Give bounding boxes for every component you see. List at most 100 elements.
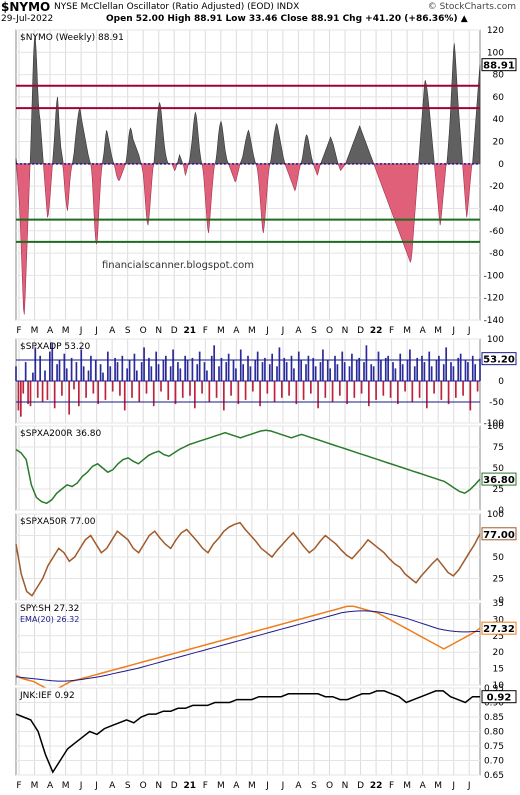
ohlc-label: Open 52.00 High 88.91 Low 33.46 Close 88…: [106, 14, 468, 24]
spxadp-bar: [457, 357, 460, 381]
spxa50r-y-tick-label: 25: [493, 575, 504, 585]
nymo-y-tick-label: 100: [487, 48, 504, 58]
spy-sh-y-tick-label: 35: [493, 599, 504, 609]
spxadp-bar: [273, 381, 276, 402]
spxadp-bar: [474, 364, 477, 381]
spxadp-bar: [380, 360, 382, 381]
spxadp-bar: [375, 381, 377, 400]
spxa200r-y-tick-label: 75: [493, 443, 504, 453]
spxadp-bar: [295, 381, 298, 405]
spxadp-bar: [293, 368, 295, 381]
x-axis-month-label: D: [171, 326, 178, 336]
x-axis-month-label: N: [342, 326, 349, 336]
x-axis-month-label: J: [265, 326, 269, 336]
spxadp-bar: [189, 381, 191, 396]
x-axis-month-label: A: [47, 326, 54, 336]
spxadp-bar: [256, 351, 259, 381]
spxadp-bar: [450, 362, 452, 381]
spxadp-bar: [411, 381, 414, 402]
spxadp-bar: [220, 357, 223, 381]
spxadp-bar: [143, 347, 145, 381]
bottom-x-axis-month-label: M: [62, 781, 70, 791]
spxadp-bar: [237, 381, 240, 405]
spxadp-bar: [148, 357, 150, 381]
spxadp-bar: [90, 355, 92, 381]
spxadp-bar: [290, 355, 293, 381]
spxadp-bar: [254, 360, 257, 381]
spxadp-last-value-box: [481, 352, 517, 366]
spxa50r-legend: $SPXA50R 77.00: [20, 517, 96, 527]
spxadp-bar: [169, 366, 172, 381]
spxadp-bar: [355, 360, 358, 381]
spxadp-bar: [27, 381, 29, 405]
nymo-y-tick-label: -20: [489, 182, 504, 192]
spxadp-bar: [239, 349, 242, 381]
spy-sh-y-tick-label: 10: [493, 681, 505, 691]
bottom-x-axis-month-label: J: [467, 781, 471, 791]
spxadp-bar: [399, 353, 402, 381]
bottom-x-axis-month-label: A: [233, 781, 240, 791]
spxadp-bar: [346, 381, 348, 405]
spxadp-bar: [213, 345, 216, 381]
jnk_ief-y-tick-label: 0.75: [484, 742, 504, 752]
nymo-y-tick-label: 80: [493, 71, 505, 81]
spxadp-bar: [334, 355, 336, 381]
spxadp-bar: [322, 349, 324, 381]
nymo-y-tick-label: 60: [493, 93, 505, 103]
bottom-x-axis-month-label: 22: [370, 781, 383, 791]
spxadp-bar: [447, 381, 450, 405]
spxa200r-y-tick-label: 50: [493, 464, 505, 474]
bottom-x-axis-month-label: J: [451, 781, 455, 791]
spxadp-last-value: 53.20: [483, 355, 515, 366]
x-axis-month-label: M: [403, 326, 411, 336]
spxadp-bar: [435, 360, 438, 381]
spxadp-bar: [247, 355, 249, 381]
nymo-annotation: financialscanner.blogspot.com: [102, 260, 254, 271]
nymo-y-tick-label: -140: [484, 316, 505, 326]
spxadp-bar: [421, 355, 423, 381]
spxadp-bar: [133, 353, 136, 381]
spxadp-bar: [471, 355, 474, 381]
spxadp-bar: [358, 357, 361, 381]
spxadp-bar: [266, 381, 269, 394]
spxadp-bar: [155, 351, 158, 381]
x-axis-month-label: O: [140, 326, 147, 336]
spxadp-bar: [271, 353, 274, 381]
bottom-x-axis-month-label: M: [31, 781, 39, 791]
x-axis-month-label: O: [326, 326, 333, 336]
x-axis-month-label: M: [217, 326, 225, 336]
jnk_ief-y-tick-label: 0.85: [484, 713, 504, 723]
spxa200r-y-tick-label: 25: [493, 485, 504, 495]
spy-sh-legend: SPY:SH 27.32: [20, 604, 79, 614]
spxadp-bar: [343, 362, 346, 381]
spxadp-bar: [109, 366, 112, 381]
spxadp-bar: [65, 368, 68, 381]
bottom-x-axis-month-label: M: [434, 781, 442, 791]
x-axis-month-label: 21: [184, 326, 197, 336]
symbol-label: $NYMO: [1, 0, 51, 14]
bottom-x-axis-month-label: O: [326, 781, 333, 791]
spxadp-bar: [61, 381, 63, 396]
nymo-y-tick-label: 20: [493, 138, 505, 148]
spy-sh-series-line: [15, 605, 481, 691]
spxadp-bar: [46, 381, 49, 400]
spxadp-bar: [440, 381, 443, 400]
spxadp-bar: [326, 360, 329, 381]
spxadp-bar: [464, 360, 467, 381]
spxadp-bar: [312, 357, 315, 381]
spxadp-bar: [208, 381, 211, 402]
spxadp-bar: [56, 364, 58, 381]
spxa50r-last-value: 77.00: [483, 530, 515, 541]
bottom-x-axis-month-label: A: [420, 781, 427, 791]
spxadp-bar: [370, 364, 373, 381]
spxadp-bar: [467, 362, 469, 381]
bottom-x-axis-month-label: S: [311, 781, 317, 791]
spxadp-y-tick-label: -50: [489, 398, 504, 408]
spxadp-bar: [442, 364, 445, 381]
spxadp-bar: [121, 355, 124, 381]
nymo-y-tick-label: -40: [489, 204, 504, 214]
ema-series-line: [15, 610, 480, 682]
x-axis-month-label: M: [434, 326, 442, 336]
spxa50r-y-tick-label: 50: [493, 553, 505, 563]
